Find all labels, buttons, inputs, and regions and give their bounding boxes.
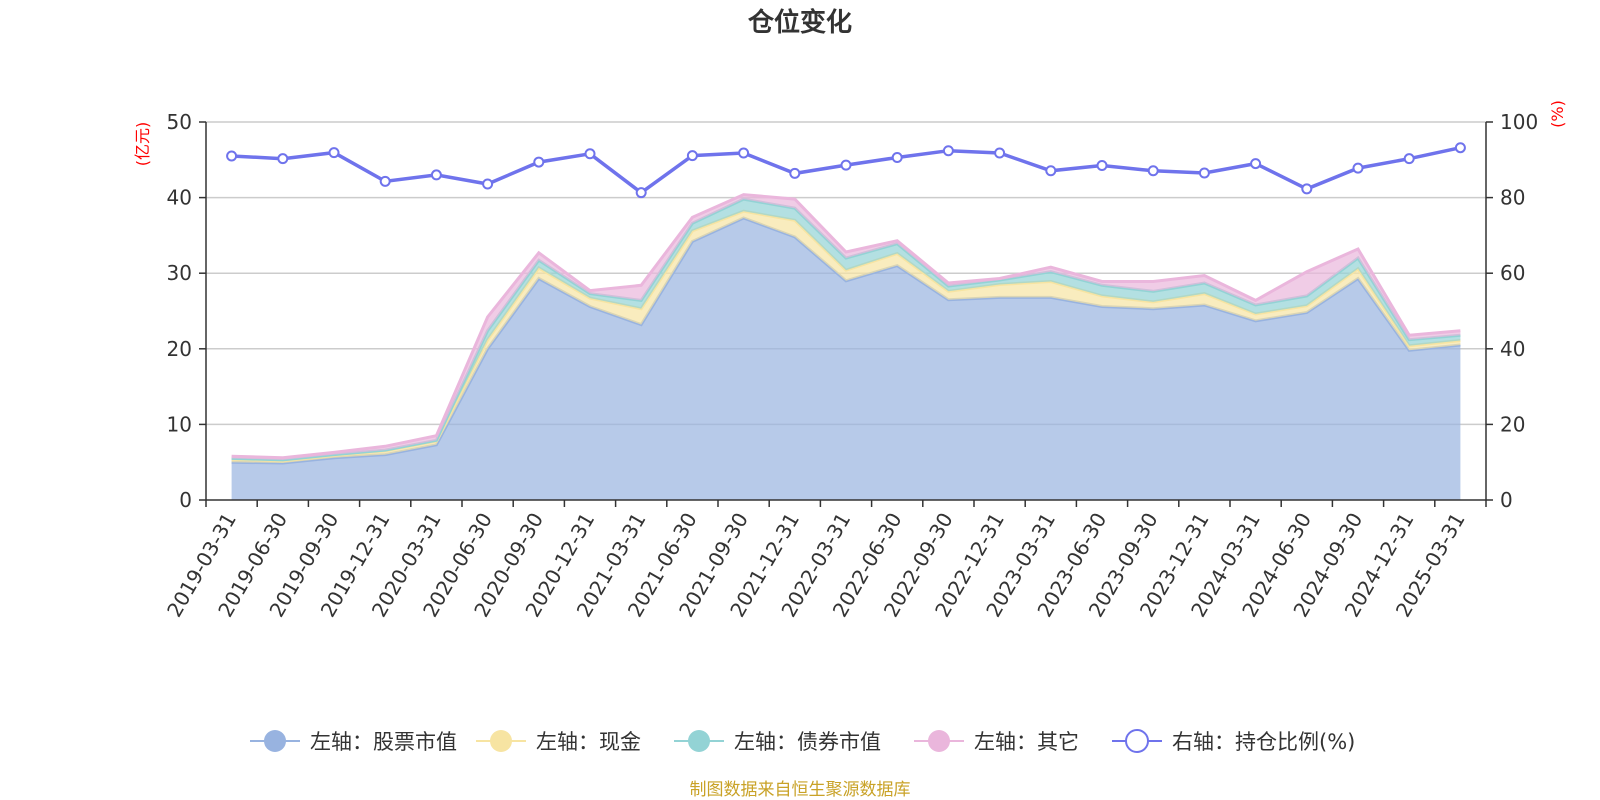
left-tick-label: 20 bbox=[167, 337, 192, 361]
ratio-point bbox=[482, 178, 494, 190]
legend-swatch-dot bbox=[928, 730, 950, 752]
legend-label: 左轴：其它 bbox=[974, 730, 1079, 754]
right-tick-label: 100 bbox=[1500, 110, 1538, 134]
area-左轴：股票市值 bbox=[231, 218, 1461, 500]
left-axis-unit: (亿元) bbox=[133, 122, 152, 167]
area-左轴：债券市值 bbox=[231, 199, 1461, 461]
right-tick-label: 0 bbox=[1500, 488, 1513, 512]
legend-item[interactable]: 左轴：债券市值 bbox=[674, 730, 881, 754]
ratio-point bbox=[533, 156, 545, 168]
legend-swatch-dot bbox=[1125, 729, 1149, 753]
source-note: 制图数据来自恒生聚源数据库 bbox=[690, 780, 911, 800]
legend-item[interactable]: 左轴：现金 bbox=[476, 730, 641, 754]
ratio-point bbox=[686, 150, 698, 162]
ratio-point bbox=[738, 147, 750, 159]
legend-swatch-dot bbox=[688, 730, 710, 752]
right-axis-unit: (%) bbox=[1548, 100, 1567, 128]
left-tick-label: 30 bbox=[167, 261, 192, 285]
ratio-point bbox=[584, 148, 596, 160]
left-tick-label: 0 bbox=[179, 488, 192, 512]
ratio-point bbox=[430, 169, 442, 181]
right-tick-label: 40 bbox=[1500, 337, 1525, 361]
ratio-point bbox=[840, 159, 852, 171]
legend-item[interactable]: 左轴：股票市值 bbox=[250, 730, 457, 754]
left-tick-label: 10 bbox=[167, 412, 192, 436]
area-左轴：现金 bbox=[231, 211, 1461, 463]
legend-label: 左轴：现金 bbox=[536, 730, 641, 754]
area-edge-左轴：其它 bbox=[231, 193, 1461, 460]
ratio-point bbox=[635, 187, 647, 199]
ratio-point bbox=[1198, 167, 1210, 179]
holding-ratio-line bbox=[226, 142, 1466, 199]
left-tick-label: 40 bbox=[167, 186, 192, 210]
ratio-point bbox=[277, 153, 289, 165]
ratio-point bbox=[1096, 159, 1108, 171]
ratio-point bbox=[891, 152, 903, 164]
ratio-point bbox=[1352, 162, 1364, 174]
right-tick-label: 20 bbox=[1500, 412, 1525, 436]
legend-swatch-dot bbox=[264, 730, 286, 752]
ratio-point bbox=[942, 145, 954, 157]
ratio-point bbox=[1454, 142, 1466, 154]
ratio-point bbox=[226, 150, 238, 162]
legend-label: 左轴：债券市值 bbox=[734, 730, 881, 754]
right-tick-label: 80 bbox=[1500, 186, 1525, 210]
ratio-point bbox=[1147, 165, 1159, 177]
ratio-point bbox=[1301, 183, 1313, 195]
ratio-point bbox=[1045, 165, 1057, 177]
right-tick-label: 60 bbox=[1500, 261, 1525, 285]
ratio-point bbox=[994, 147, 1006, 159]
legend-swatch-dot bbox=[490, 730, 512, 752]
legend-item[interactable]: 右轴：持仓比例(%) bbox=[1112, 729, 1355, 754]
ratio-point bbox=[379, 175, 391, 187]
legend-label: 左轴：股票市值 bbox=[310, 730, 457, 754]
left-tick-label: 50 bbox=[167, 110, 192, 134]
ratio-point bbox=[789, 167, 801, 179]
legend-label: 右轴：持仓比例(%) bbox=[1172, 730, 1355, 754]
ratio-point bbox=[328, 147, 340, 159]
ratio-point bbox=[1250, 158, 1262, 170]
chart-title: 仓位变化 bbox=[747, 7, 852, 38]
legend[interactable]: 左轴：股票市值 左轴：现金 左轴：债券市值 左轴：其它 右轴：持仓比例(%) bbox=[250, 729, 1355, 754]
stacked-areas bbox=[231, 193, 1461, 500]
legend-item[interactable]: 左轴：其它 bbox=[914, 730, 1079, 754]
ratio-point bbox=[1403, 153, 1415, 165]
